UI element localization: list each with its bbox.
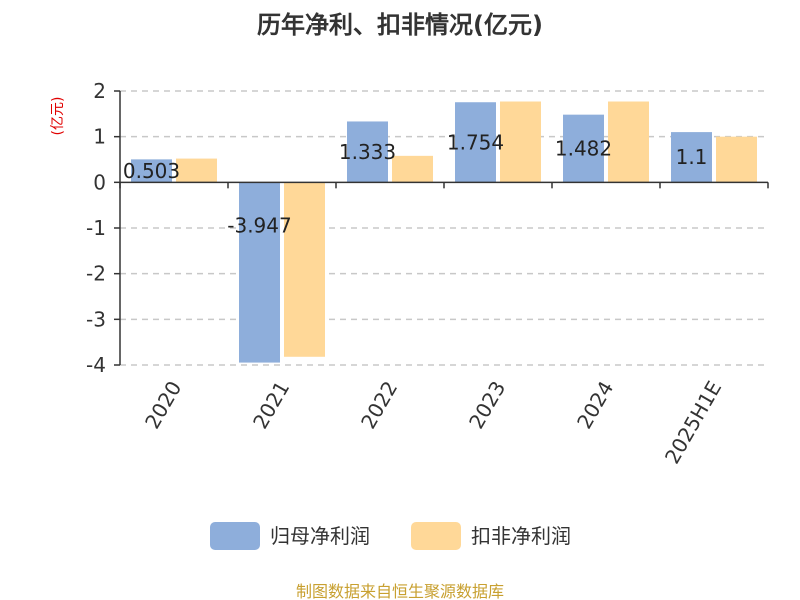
chart-title: 历年净利、扣非情况(亿元) bbox=[257, 11, 543, 39]
bar-parent-net-profit[interactable] bbox=[347, 121, 388, 183]
bar-parent-net-profit[interactable] bbox=[563, 114, 604, 183]
bar-parent-net-profit[interactable] bbox=[671, 132, 712, 183]
x-tick-label: 2025H1E bbox=[660, 377, 726, 468]
y-tick-label: -1 bbox=[86, 216, 106, 240]
data-label: 1.333 bbox=[339, 140, 396, 164]
bar-parent-net-profit[interactable] bbox=[239, 182, 280, 363]
bars bbox=[131, 101, 757, 363]
y-axis-unit: (亿元) bbox=[50, 97, 66, 136]
bar-parent-net-profit[interactable] bbox=[131, 159, 172, 183]
legend-swatch[interactable] bbox=[411, 522, 461, 550]
y-tick-label: -2 bbox=[86, 262, 106, 286]
y-tick-label: 1 bbox=[93, 125, 106, 149]
grid-lines bbox=[120, 90, 768, 366]
bar-deducted-net-profit[interactable] bbox=[716, 136, 757, 183]
bar-deducted-net-profit[interactable] bbox=[176, 158, 217, 183]
data-label: 0.503 bbox=[123, 159, 180, 183]
data-label: 1.1 bbox=[676, 145, 708, 169]
x-tick-label: 2024 bbox=[572, 377, 618, 433]
x-tick-label: 2023 bbox=[464, 377, 510, 433]
legend-swatch[interactable] bbox=[210, 522, 260, 550]
y-tick-label: -3 bbox=[86, 307, 106, 331]
data-label: 1.754 bbox=[447, 130, 504, 154]
bar-deducted-net-profit[interactable] bbox=[500, 101, 541, 183]
legend[interactable]: 归母净利润 扣非净利润 bbox=[210, 522, 571, 550]
source-note: 制图数据来自恒生聚源数据库 bbox=[296, 582, 504, 600]
data-label: 1.482 bbox=[555, 136, 612, 160]
bar-deducted-net-profit[interactable] bbox=[608, 101, 649, 183]
data-label: -3.947 bbox=[227, 213, 291, 237]
y-tick-label: -4 bbox=[86, 353, 106, 377]
y-tick-label: 2 bbox=[93, 79, 106, 103]
y-tick-label: 0 bbox=[93, 170, 106, 194]
bar-deducted-net-profit[interactable] bbox=[284, 182, 325, 357]
bar-parent-net-profit[interactable] bbox=[455, 102, 496, 183]
bar-deducted-net-profit[interactable] bbox=[392, 155, 433, 183]
x-tick-label: 2021 bbox=[248, 377, 294, 433]
x-tick-label: 2022 bbox=[356, 377, 402, 433]
data-labels: 0.503 -3.947 1.333 1.754 1.482 1.1 bbox=[123, 130, 708, 237]
x-tick-label: 2020 bbox=[140, 377, 186, 433]
legend-label[interactable]: 归母净利润 bbox=[270, 524, 370, 548]
legend-label[interactable]: 扣非净利润 bbox=[471, 524, 571, 548]
